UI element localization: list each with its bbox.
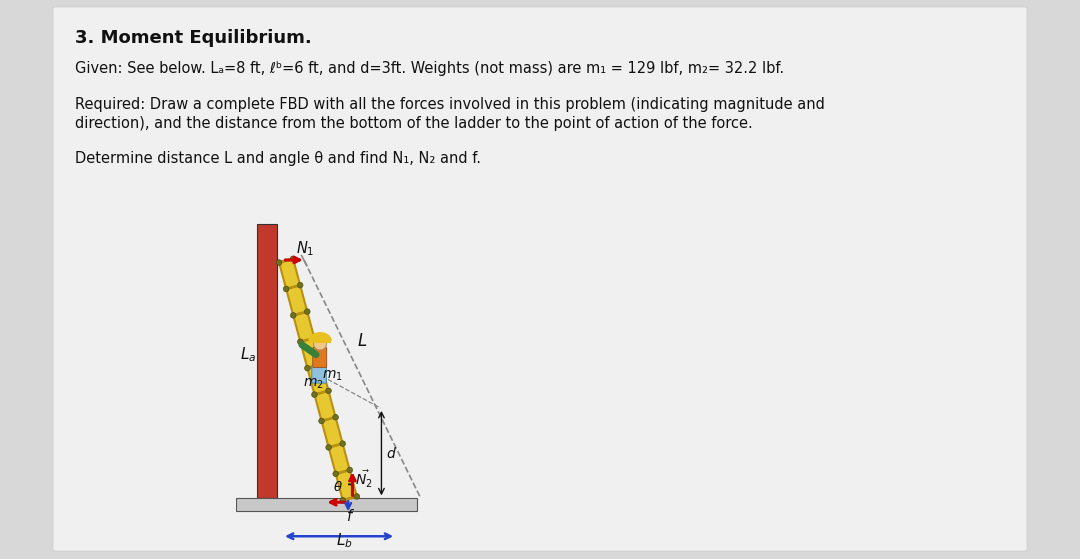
Text: $\vec{N_2}$: $\vec{N_2}$ bbox=[355, 469, 373, 490]
Circle shape bbox=[311, 335, 318, 341]
Circle shape bbox=[319, 418, 324, 424]
Circle shape bbox=[326, 444, 332, 450]
Bar bbox=[235, 498, 418, 511]
Circle shape bbox=[291, 312, 296, 318]
Bar bbox=[257, 224, 278, 498]
Text: $f$: $f$ bbox=[346, 508, 354, 524]
Circle shape bbox=[305, 309, 310, 314]
Circle shape bbox=[291, 256, 296, 262]
Text: $N_1$: $N_1$ bbox=[296, 239, 315, 258]
Text: $\theta$: $\theta$ bbox=[333, 480, 342, 494]
Circle shape bbox=[333, 471, 338, 477]
Circle shape bbox=[340, 498, 346, 503]
Circle shape bbox=[283, 286, 289, 292]
Text: Required: Draw a complete FBD with all the forces involved in this problem (indi: Required: Draw a complete FBD with all t… bbox=[75, 97, 825, 112]
Text: $m_1$: $m_1$ bbox=[322, 369, 342, 383]
Circle shape bbox=[333, 414, 338, 420]
Circle shape bbox=[326, 388, 332, 394]
Circle shape bbox=[347, 467, 352, 473]
Circle shape bbox=[313, 337, 326, 350]
Text: $L_a$: $L_a$ bbox=[240, 345, 256, 364]
Polygon shape bbox=[279, 259, 356, 500]
Text: $L$: $L$ bbox=[356, 332, 367, 350]
Circle shape bbox=[340, 441, 346, 447]
Circle shape bbox=[297, 339, 303, 344]
FancyBboxPatch shape bbox=[53, 7, 1027, 551]
Text: $L_b$: $L_b$ bbox=[336, 532, 352, 550]
Circle shape bbox=[297, 282, 303, 288]
Circle shape bbox=[312, 392, 318, 397]
Circle shape bbox=[319, 362, 324, 367]
Text: direction), and the distance from the bottom of the ladder to the point of actio: direction), and the distance from the bo… bbox=[75, 116, 753, 131]
Circle shape bbox=[276, 260, 282, 266]
Text: $m_2$: $m_2$ bbox=[303, 376, 324, 391]
Circle shape bbox=[305, 366, 310, 371]
FancyBboxPatch shape bbox=[312, 365, 326, 383]
Text: Given: See below. Lₐ=8 ft, ℓᵇ=6 ft, and d=3ft. Weights (not mass) are m₁ = 129 l: Given: See below. Lₐ=8 ft, ℓᵇ=6 ft, and … bbox=[75, 61, 784, 76]
Text: $d$: $d$ bbox=[386, 446, 396, 461]
Text: 3. Moment Equilibrium.: 3. Moment Equilibrium. bbox=[75, 29, 312, 47]
Circle shape bbox=[354, 494, 360, 499]
FancyBboxPatch shape bbox=[313, 347, 326, 368]
Text: Determine distance L and angle θ and find N₁, N₂ and f.: Determine distance L and angle θ and fin… bbox=[75, 151, 481, 166]
